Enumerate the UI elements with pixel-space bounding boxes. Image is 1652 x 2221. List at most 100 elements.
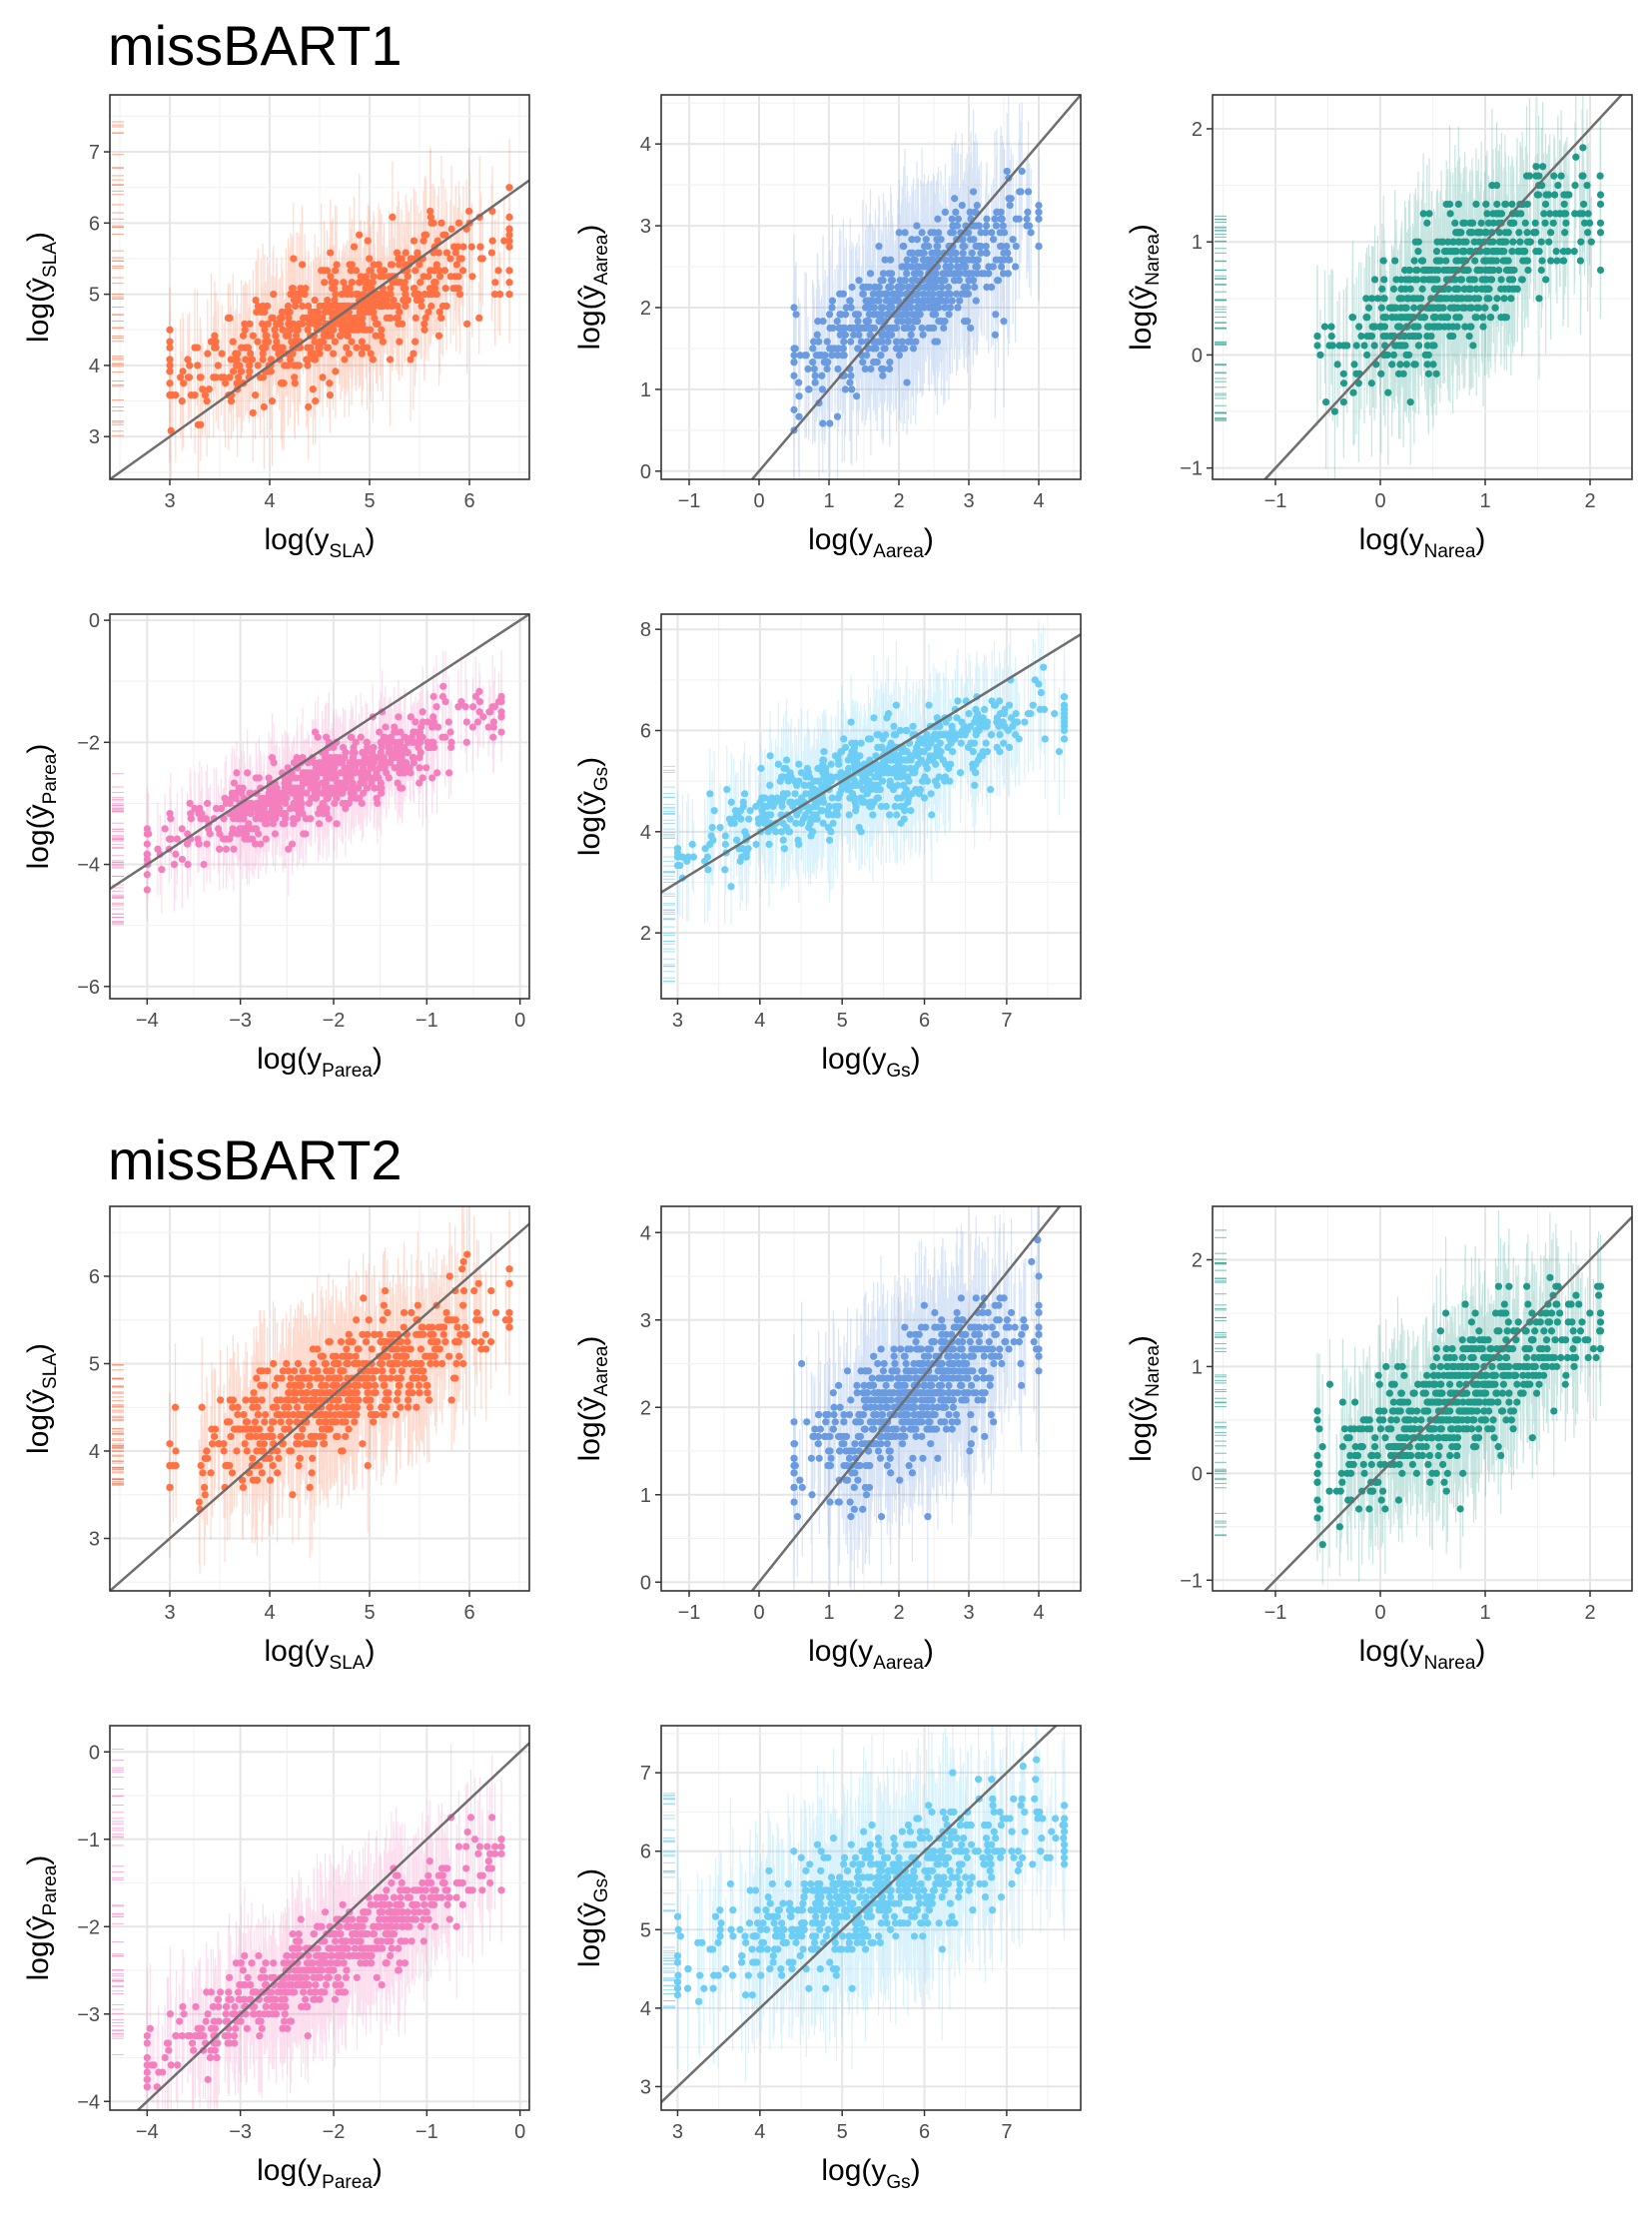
data-point	[963, 318, 972, 326]
data-point	[364, 237, 372, 245]
data-point	[327, 273, 335, 281]
data-point	[1468, 219, 1476, 227]
data-point	[1431, 266, 1439, 275]
data-point	[246, 362, 254, 370]
data-point	[452, 261, 460, 269]
data-point	[314, 308, 322, 317]
data-point	[1444, 238, 1452, 246]
data-point	[311, 338, 319, 346]
data-point	[435, 273, 444, 281]
data-point	[210, 373, 218, 381]
data-point	[1580, 200, 1588, 209]
data-point	[194, 362, 202, 370]
data-point	[353, 344, 361, 352]
data-point	[197, 420, 205, 428]
data-point	[227, 356, 235, 364]
data-point	[1000, 256, 1008, 264]
data-point	[1381, 314, 1389, 322]
data-point	[897, 290, 905, 298]
data-point	[937, 236, 945, 244]
data-point	[912, 277, 920, 285]
data-point	[833, 318, 841, 326]
data-point	[328, 302, 336, 311]
data-point	[477, 255, 485, 263]
data-point	[866, 304, 874, 312]
data-point	[1460, 285, 1468, 293]
data-point	[179, 368, 187, 375]
data-point	[940, 324, 948, 333]
data-point	[327, 249, 335, 257]
data-point	[398, 320, 407, 328]
data-point	[1551, 191, 1559, 199]
x-axis-title: log(yAarea)	[808, 523, 934, 562]
data-point	[1541, 219, 1549, 227]
data-point	[355, 320, 364, 328]
data-point	[366, 255, 374, 263]
data-point	[1400, 332, 1408, 341]
data-point	[941, 208, 949, 217]
data-point	[1027, 229, 1035, 237]
data-point	[337, 302, 346, 311]
rug-marks	[112, 773, 124, 926]
data-point	[846, 378, 854, 386]
x-axis-title-base: log(y	[265, 523, 330, 556]
data-point	[903, 270, 911, 278]
data-point	[815, 338, 823, 346]
data-point	[1012, 242, 1020, 251]
data-point	[345, 350, 353, 358]
data-point	[968, 256, 976, 264]
data-point	[281, 362, 289, 370]
data-point	[1410, 295, 1418, 303]
data-point	[958, 201, 966, 210]
data-point	[879, 371, 887, 379]
data-point	[836, 311, 844, 319]
data-point	[941, 318, 949, 326]
data-point	[790, 358, 798, 367]
data-point	[1003, 242, 1011, 251]
data-point	[1024, 188, 1033, 196]
data-point	[857, 338, 866, 346]
data-point	[505, 225, 513, 233]
data-point	[388, 261, 397, 269]
data-point	[326, 391, 335, 399]
data-point	[1583, 181, 1591, 190]
data-point	[1437, 238, 1445, 246]
data-point	[420, 326, 428, 334]
data-point	[1465, 332, 1473, 341]
data-point	[455, 291, 464, 299]
data-point	[1411, 238, 1419, 246]
data-point	[1473, 266, 1481, 275]
data-point	[848, 385, 856, 393]
data-point	[475, 697, 484, 706]
data-point	[241, 326, 249, 334]
data-point	[866, 297, 874, 305]
data-point	[262, 332, 270, 340]
data-point	[855, 277, 863, 285]
x-axis-title: log(yNarea)	[1359, 523, 1486, 562]
data-point	[346, 261, 354, 269]
data-point	[261, 326, 269, 334]
data-point	[331, 296, 339, 305]
data-point	[880, 345, 888, 353]
data-point	[795, 378, 803, 386]
data-point	[945, 283, 953, 292]
data-point	[465, 207, 473, 216]
data-point	[293, 362, 301, 370]
data-point	[401, 296, 409, 305]
data-point	[1394, 370, 1403, 377]
data-point	[449, 285, 457, 293]
data-point	[809, 345, 817, 353]
data-point	[795, 392, 803, 400]
data-point	[407, 255, 414, 263]
data-point	[1562, 219, 1570, 227]
x-tick-label: 2	[893, 490, 904, 512]
y-tick-label: 2	[1192, 119, 1203, 141]
data-point	[305, 402, 313, 411]
data-point	[924, 256, 932, 264]
data-point	[380, 291, 388, 299]
data-point	[1397, 285, 1405, 293]
data-point	[328, 279, 336, 287]
data-point	[1000, 229, 1009, 237]
data-point	[368, 308, 377, 317]
data-point	[268, 396, 277, 405]
